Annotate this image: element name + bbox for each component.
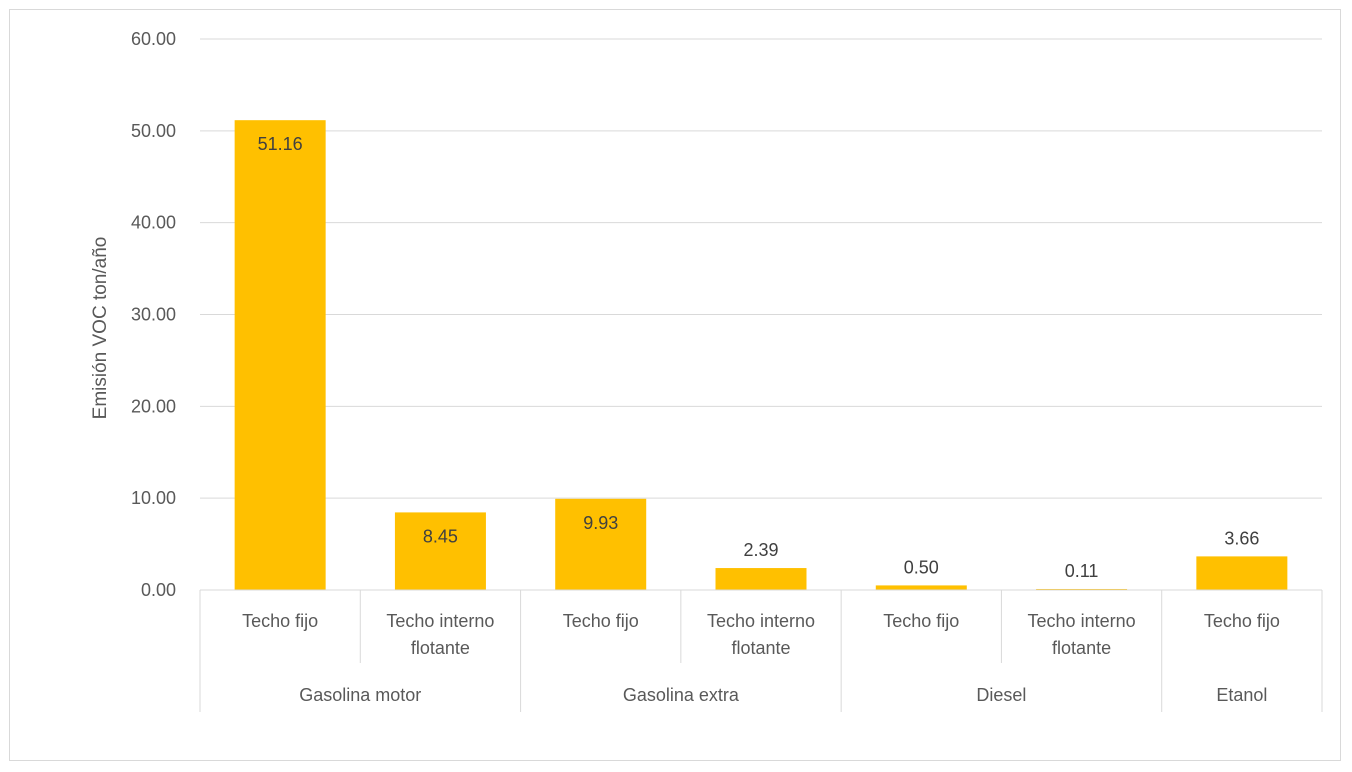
- category-label: Techo interno flotante: [707, 611, 815, 658]
- gridlines: [200, 38, 1322, 591]
- group-label: Diesel: [976, 685, 1026, 705]
- bar: [1196, 556, 1288, 590]
- bars: [234, 120, 1288, 590]
- data-label: 2.39: [743, 540, 778, 560]
- y-tick-label: 30.00: [131, 305, 176, 325]
- bar: [234, 120, 326, 590]
- group-label: Etanol: [1216, 685, 1267, 705]
- category-label: Techo fijo: [242, 611, 318, 631]
- y-axis-title: Emisión VOC ton/año: [90, 237, 111, 420]
- y-tick-label: 40.00: [131, 213, 176, 233]
- category-label: Techo interno flotante: [1028, 611, 1136, 658]
- bar: [875, 585, 967, 590]
- x-axis: Techo fijo Techo interno flotante Gasolina …: [199, 589, 1323, 712]
- data-label: 0.11: [1065, 561, 1099, 581]
- data-label: 9.93: [583, 513, 618, 533]
- y-tick-label: 20.00: [131, 396, 176, 416]
- bar: [394, 512, 486, 590]
- data-label: 8.45: [423, 526, 458, 546]
- category-label: Techo fijo: [883, 611, 959, 631]
- category-label: Techo interno flotante: [386, 611, 494, 658]
- data-labels: 51.16 8.45 9.93 2.39 0.50 0.11 3.66: [258, 134, 1260, 581]
- y-tick-label: 60.00: [131, 29, 176, 49]
- group-label: Gasolina motor: [299, 685, 421, 705]
- data-label: 51.16: [258, 134, 303, 154]
- y-tick-label: 50.00: [131, 121, 176, 141]
- y-axis-tick-labels: 0.00 10.00 20.00 30.00 40.00 50.00 60.00: [131, 29, 176, 600]
- bar: [555, 498, 647, 590]
- y-tick-label: 0.00: [141, 580, 176, 600]
- y-tick-label: 10.00: [131, 488, 176, 508]
- group-label: Gasolina extra: [623, 685, 740, 705]
- chart-area: [9, 9, 1341, 761]
- bar: [715, 568, 807, 590]
- category-label: Techo fijo: [563, 611, 639, 631]
- data-label: 0.50: [904, 557, 939, 577]
- bar: [1036, 588, 1128, 590]
- category-label: Techo fijo: [1204, 611, 1280, 631]
- data-label: 3.66: [1224, 528, 1259, 548]
